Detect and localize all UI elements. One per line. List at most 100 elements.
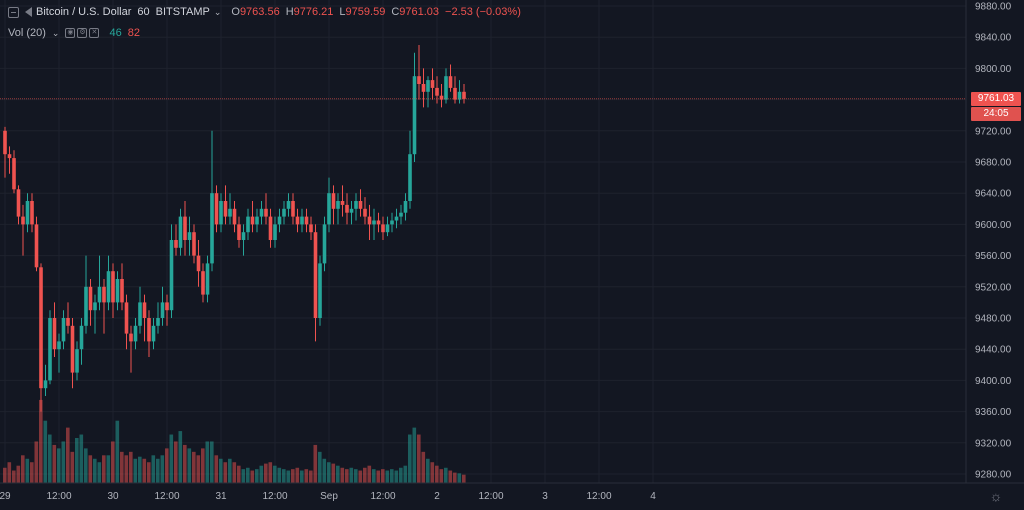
volume-bar	[21, 455, 25, 483]
high-value: 9776.21	[293, 6, 334, 18]
candle-body	[241, 232, 246, 240]
candle-body	[57, 341, 61, 350]
price-axis[interactable]: 9880.009840.009800.009760.009720.009680.…	[975, 2, 1012, 481]
price-tick-label: 9640.00	[975, 189, 1012, 200]
volume-bar	[57, 448, 61, 483]
candle-body	[102, 286, 106, 303]
volume-bar	[61, 441, 66, 483]
volume-bars	[3, 399, 466, 483]
volume-bar	[156, 458, 160, 483]
volume-bar	[273, 465, 277, 483]
candle-body	[16, 189, 21, 217]
candle-body	[336, 201, 340, 209]
volume-bar	[349, 467, 354, 483]
open-label: O	[231, 6, 240, 18]
price-tick-label: 9520.00	[975, 282, 1012, 293]
volume-bar	[354, 469, 358, 483]
exchange[interactable]: BITSTAMP	[155, 6, 210, 18]
close-icon[interactable]: ✕	[89, 28, 100, 38]
candle-body	[372, 220, 376, 225]
volume-label[interactable]: Vol (20)	[8, 27, 46, 39]
volume-bar	[214, 455, 219, 483]
candle-body	[232, 208, 237, 225]
volume-bar	[39, 399, 43, 483]
candle-body	[394, 216, 399, 221]
candle-body	[403, 201, 408, 213]
candle-body	[277, 216, 282, 225]
volume-bar	[196, 455, 201, 483]
candle-body	[228, 208, 232, 217]
source-flag-icon	[25, 7, 32, 17]
time-tick-label: 31	[215, 491, 227, 502]
volume-bar	[106, 455, 111, 483]
volume-bar	[286, 470, 291, 483]
candle-body	[183, 216, 187, 240]
volume-bar	[300, 470, 304, 483]
candle-body	[300, 216, 304, 225]
volume-bar	[52, 444, 57, 483]
volume-bar	[313, 444, 318, 483]
volume-bar	[417, 434, 421, 483]
volume-bar	[97, 462, 102, 483]
price-tick-label: 9680.00	[975, 158, 1012, 169]
interval[interactable]: 60	[137, 6, 150, 18]
volume-bar	[43, 420, 48, 483]
candle-body	[439, 95, 444, 100]
candle-body	[327, 193, 331, 225]
candle-body	[30, 201, 34, 225]
price-tick-label: 9360.00	[975, 407, 1012, 418]
candle-body	[223, 201, 228, 217]
volume-bar	[268, 462, 273, 483]
candle-body	[430, 80, 435, 88]
time-axis[interactable]: 29 12:00 30 12:00 31 12:00 Sep 12:00 2 12:00 3 12:0…	[0, 491, 656, 502]
symbol-name[interactable]: Bitcoin / U.S. Dollar	[36, 6, 132, 18]
volume-bar	[183, 444, 187, 483]
candle-body	[52, 318, 57, 350]
volume-bar	[462, 474, 466, 483]
volume-value-a: 46	[109, 27, 122, 39]
open-value: 9763.56	[239, 6, 280, 18]
volume-bar	[3, 467, 7, 483]
volume-bar	[241, 469, 246, 483]
candle-body	[385, 224, 390, 233]
candle-body	[120, 279, 124, 303]
gear-icon[interactable]: ☼	[989, 488, 1003, 504]
chevron-down-icon[interactable]: ⌄	[51, 27, 60, 38]
candle-body	[205, 263, 210, 295]
candle-body	[214, 193, 219, 225]
volume-bar	[426, 458, 430, 483]
candle-body	[399, 212, 403, 217]
volume-bar	[403, 465, 408, 483]
eye-icon[interactable]: ◉	[65, 28, 76, 38]
bar-countdown-badge: 24:05	[971, 106, 1021, 121]
low-label: L	[339, 6, 346, 18]
volume-bar	[165, 448, 169, 483]
candle-body	[282, 208, 286, 217]
volume-bar	[394, 470, 399, 483]
price-tick-label: 9800.00	[975, 64, 1012, 75]
candle-body	[115, 279, 120, 303]
candle-body	[192, 232, 196, 256]
volume-bar	[228, 458, 232, 483]
time-tick-label: 30	[107, 491, 119, 502]
volume-bar	[376, 470, 381, 483]
settings-icon[interactable]: ⚙	[77, 28, 88, 38]
volume-bar	[178, 431, 183, 483]
candle-body	[129, 333, 133, 342]
candle-body	[12, 158, 16, 190]
candle-body	[255, 216, 259, 225]
volume-bar	[210, 441, 214, 483]
candle-body	[376, 220, 381, 225]
candle-body	[34, 224, 39, 268]
time-tick-label: 12:00	[478, 491, 503, 502]
volume-bar	[390, 469, 394, 483]
price-tick-label: 9720.00	[975, 126, 1012, 137]
candle-body	[25, 201, 30, 225]
chevron-down-icon[interactable]: ⌄	[213, 6, 222, 17]
volume-bar	[7, 462, 12, 483]
collapse-icon[interactable]	[8, 6, 19, 18]
candle-body	[259, 208, 264, 217]
volume-bar	[385, 470, 390, 483]
